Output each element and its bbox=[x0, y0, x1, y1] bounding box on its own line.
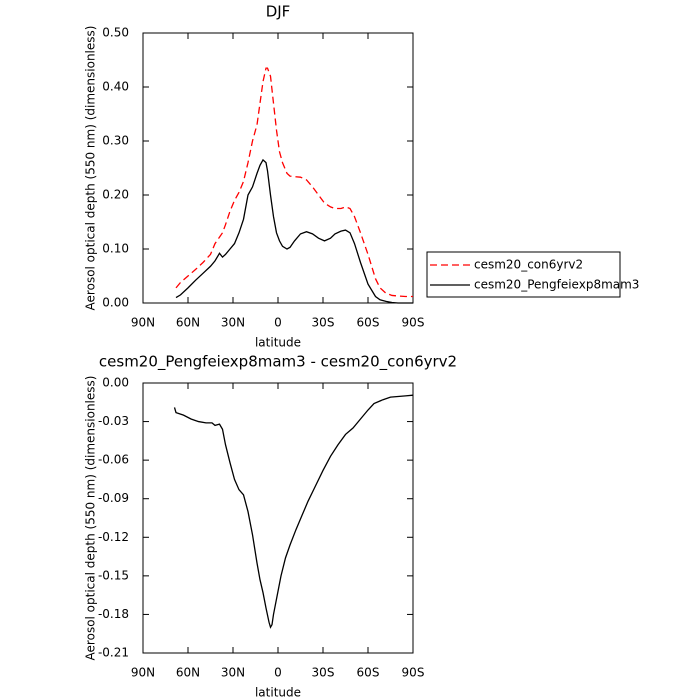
x-axis-label: latitude bbox=[255, 686, 301, 700]
y-tick-label: -0.09 bbox=[98, 491, 129, 505]
y-tick-label: 0.00 bbox=[102, 376, 129, 390]
y-tick-label: 0.40 bbox=[102, 80, 129, 94]
x-tick-label: 0 bbox=[274, 316, 282, 330]
x-tick-label: 30S bbox=[312, 666, 335, 680]
x-tick-label: 60N bbox=[176, 666, 200, 680]
legend-box bbox=[426, 251, 621, 298]
x-axis-label: latitude bbox=[255, 336, 301, 350]
legend-label: cesm20_con6yrv2 bbox=[474, 258, 583, 272]
x-tick-label: 90S bbox=[402, 316, 425, 330]
y-tick-label: 0.50 bbox=[102, 26, 129, 40]
y-axis-label: Aerosol optical depth (550 nm) (dimensio… bbox=[84, 376, 98, 661]
x-tick-label: 30N bbox=[221, 316, 245, 330]
y-tick-label: 0.20 bbox=[102, 188, 129, 202]
y-tick-label: 0.10 bbox=[102, 242, 129, 256]
x-tick-label: 30N bbox=[221, 666, 245, 680]
y-tick-label: 0.30 bbox=[102, 134, 129, 148]
data-line bbox=[175, 158, 413, 304]
y-tick-label: -0.21 bbox=[98, 646, 129, 660]
y-axis-label: Aerosol optical depth (550 nm) (dimensio… bbox=[84, 26, 98, 311]
chart-title: cesm20_Pengfeiexp8mam3 - cesm20_con6yrv2 bbox=[99, 353, 457, 372]
x-tick-label: 90S bbox=[402, 666, 425, 680]
x-tick-label: 60S bbox=[357, 666, 380, 680]
y-tick-label: -0.03 bbox=[98, 414, 129, 428]
y-tick-label: -0.15 bbox=[98, 568, 129, 582]
plot-frame bbox=[142, 382, 414, 654]
x-tick-label: 60S bbox=[357, 316, 380, 330]
plot-frame bbox=[142, 32, 414, 304]
data-line bbox=[173, 394, 414, 629]
legend-label: cesm20_Pengfeiexp8mam3 bbox=[474, 278, 639, 292]
y-tick-label: -0.12 bbox=[98, 530, 129, 544]
x-tick-label: 0 bbox=[274, 666, 282, 680]
x-tick-label: 90N bbox=[131, 666, 155, 680]
y-tick-label: 0.00 bbox=[102, 296, 129, 310]
data-line bbox=[175, 67, 413, 298]
y-tick-label: -0.18 bbox=[98, 607, 129, 621]
y-tick-label: -0.06 bbox=[98, 453, 129, 467]
chart-title: DJF bbox=[266, 3, 291, 21]
x-tick-label: 60N bbox=[176, 316, 200, 330]
x-tick-label: 90N bbox=[131, 316, 155, 330]
x-tick-label: 30S bbox=[312, 316, 335, 330]
